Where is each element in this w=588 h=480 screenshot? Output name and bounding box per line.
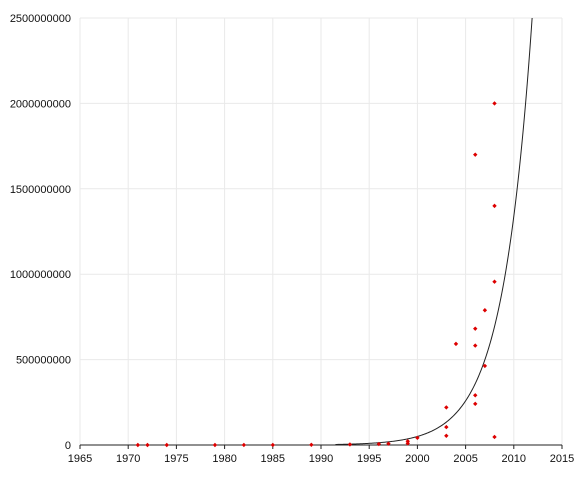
x-tick-label-2: 1975 — [164, 453, 188, 465]
data-point-2 — [164, 442, 169, 448]
x-tick-label-7: 2000 — [405, 453, 429, 465]
grid — [79, 17, 563, 446]
y-tick-label-4: 2000000000 — [10, 98, 71, 110]
data-point-9 — [386, 441, 391, 446]
y-tick-label-1: 500000000 — [16, 355, 71, 367]
trendline — [335, 17, 533, 445]
x-tick-label-9: 2010 — [502, 453, 526, 465]
data-points — [135, 101, 497, 448]
data-point-8 — [376, 441, 382, 447]
data-point-17 — [473, 401, 478, 407]
data-point-24 — [492, 434, 497, 440]
data-point-18 — [473, 393, 478, 398]
x-axis-ticks: 1965 1970 1975 1980 1985 1990 1995 2000 2005 2010… — [68, 445, 574, 465]
data-point-23 — [482, 308, 488, 313]
data-point-13 — [444, 433, 449, 438]
x-tick-label-5: 1990 — [309, 453, 333, 465]
data-point-0 — [135, 442, 141, 448]
x-tick-label-1: 1970 — [116, 453, 140, 465]
x-tick-label-6: 1995 — [357, 453, 381, 465]
y-tick-label-2: 1000000000 — [10, 269, 71, 281]
x-tick-label-3: 1980 — [212, 453, 236, 465]
data-point-19 — [473, 343, 478, 348]
data-point-15 — [444, 405, 449, 410]
data-point-16 — [453, 341, 459, 347]
data-point-7 — [347, 442, 353, 447]
data-point-22 — [482, 363, 488, 369]
data-point-26 — [492, 203, 497, 209]
x-tick-label-8: 2005 — [453, 453, 477, 465]
data-point-1 — [145, 442, 150, 448]
data-point-3 — [212, 442, 218, 448]
data-point-11 — [405, 439, 410, 444]
y-tick-label-5: 2500000000 — [10, 13, 71, 25]
y-tick-label-3: 1500000000 — [10, 184, 71, 196]
data-point-12 — [415, 435, 420, 441]
data-point-25 — [492, 279, 497, 284]
data-point-5 — [270, 442, 275, 448]
data-point-21 — [473, 152, 478, 157]
x-tick-label-0: 1965 — [68, 453, 92, 465]
y-axis-ticks: 0 500000000 1000000000 1500000000 2000000000… — [10, 13, 71, 452]
data-point-6 — [309, 442, 314, 447]
data-point-27 — [492, 101, 497, 106]
x-tick-label-4: 1985 — [261, 453, 285, 465]
data-point-4 — [241, 442, 247, 448]
x-tick-label-10: 2015 — [550, 453, 574, 465]
data-point-14 — [444, 424, 449, 430]
y-tick-label-0: 0 — [65, 440, 71, 452]
data-point-20 — [473, 326, 478, 331]
